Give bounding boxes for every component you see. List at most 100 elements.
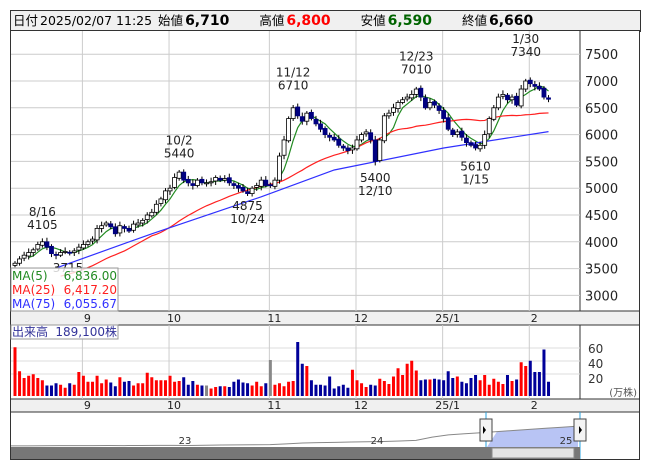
- candle-up: [194, 179, 200, 186]
- low-label: 安値: [360, 13, 386, 28]
- candle-down: [108, 223, 114, 228]
- volume-bar: [524, 366, 528, 396]
- month-label: 2: [531, 399, 538, 412]
- candle-down: [468, 142, 474, 146]
- volume-bar: [255, 381, 259, 396]
- candle-up: [391, 107, 396, 113]
- candle-down: [331, 136, 337, 141]
- volume-bar: [250, 385, 254, 396]
- price-tick-label: 3500: [585, 263, 618, 278]
- candle-down: [505, 94, 510, 101]
- annotation-value: 7010: [401, 62, 432, 76]
- volume-bar: [341, 384, 345, 396]
- candle-up: [482, 134, 488, 146]
- volume-bar: [49, 385, 53, 396]
- annotation-date: 12/23: [399, 49, 434, 63]
- candles: [12, 77, 551, 268]
- candle-up: [149, 211, 155, 217]
- volume-bar: [45, 385, 49, 396]
- candle-up: [518, 88, 524, 107]
- candle-up: [222, 178, 228, 181]
- candle-up: [272, 179, 278, 187]
- date-label: 日付: [13, 13, 39, 28]
- candle-down: [245, 191, 250, 194]
- candle-down: [441, 110, 447, 119]
- volume-bar: [104, 379, 108, 396]
- candle-up: [400, 99, 406, 103]
- volume-bar: [464, 383, 468, 396]
- volume-bar: [391, 376, 395, 396]
- candle-up: [135, 222, 141, 226]
- volume-bar: [63, 387, 67, 396]
- date-axis-band: [10, 398, 640, 413]
- ma5-label: MA(5): [12, 269, 48, 283]
- candle-down: [217, 177, 223, 181]
- annotation-value: 5610: [460, 160, 491, 174]
- volume-bar: [355, 380, 359, 396]
- volume-bar: [401, 375, 405, 396]
- candle-up: [99, 225, 105, 229]
- candle-down: [185, 178, 191, 184]
- ma-legend: MA(5) 6,836.00 MA(25) 6,417.20 MA(75) 6,…: [10, 267, 119, 312]
- volume-bar: [154, 380, 158, 396]
- candle-up: [290, 107, 296, 119]
- triangle-left-icon: [483, 426, 486, 434]
- candle-down: [432, 101, 437, 106]
- price-tick-label: 7000: [585, 75, 618, 90]
- candle-down: [231, 183, 237, 186]
- candle-up: [39, 241, 45, 246]
- volume-bar: [81, 375, 85, 396]
- ma75-line: [55, 131, 549, 269]
- candle-down: [299, 116, 305, 122]
- price-tick-label: 6500: [585, 102, 618, 117]
- volume-bar: [437, 379, 441, 396]
- candle-up: [172, 177, 178, 188]
- candle-up: [12, 262, 18, 266]
- month-label: 25/1: [435, 312, 460, 325]
- nav-year-label: 23: [179, 436, 192, 447]
- annotation-value: 4875: [232, 199, 263, 213]
- volume-bar: [515, 379, 519, 396]
- candle-up: [395, 102, 401, 110]
- volume-bar: [91, 381, 95, 396]
- price-tick-label: 6000: [585, 129, 618, 144]
- candle-down: [53, 253, 59, 256]
- month-label: 25/1: [435, 399, 460, 412]
- candle-down: [541, 87, 547, 98]
- candle-down: [532, 84, 538, 87]
- volume-bar: [246, 383, 250, 396]
- candle-up: [176, 171, 182, 179]
- volume-bar: [360, 383, 364, 396]
- candle-up: [94, 227, 100, 241]
- volume-bar: [27, 375, 31, 396]
- volume-bar: [68, 383, 72, 396]
- candle-up: [167, 187, 173, 192]
- candle-down: [527, 79, 533, 85]
- candle-down: [418, 87, 424, 98]
- volume-bar: [191, 381, 195, 396]
- candle-up: [254, 185, 260, 188]
- candle-down: [514, 95, 519, 106]
- candle-up: [495, 96, 501, 109]
- candle-up: [153, 203, 159, 213]
- volume-bar: [300, 363, 304, 396]
- volume-bar: [433, 378, 437, 396]
- volume-bar: [163, 380, 167, 396]
- volume-bar: [264, 383, 268, 396]
- volume-bar: [287, 381, 291, 396]
- volume-bar: [510, 381, 514, 396]
- candle-up: [26, 252, 32, 257]
- candle-down: [112, 226, 118, 235]
- volume-bar: [127, 381, 131, 396]
- close-label: 終値: [461, 13, 487, 28]
- scrollbar-thumb[interactable]: [491, 447, 575, 459]
- candle-up: [477, 144, 483, 150]
- candle-down: [345, 147, 351, 152]
- candle-up: [21, 254, 27, 259]
- candle-down: [537, 85, 542, 90]
- volume-bar: [218, 386, 222, 396]
- candle-up: [427, 102, 433, 109]
- candle-down: [199, 178, 205, 184]
- annotation-date: 8/16: [29, 205, 56, 219]
